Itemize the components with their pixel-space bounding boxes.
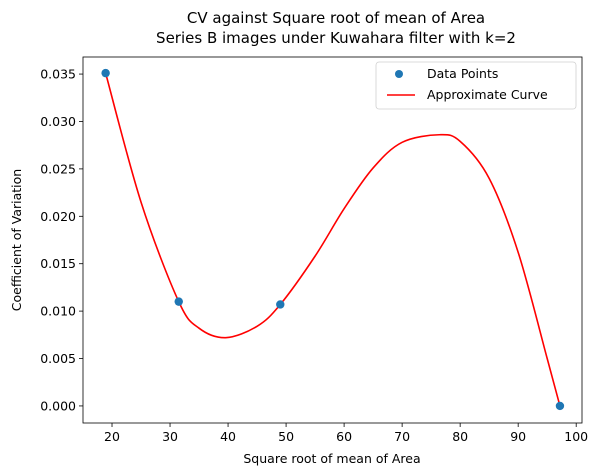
data-point — [174, 297, 183, 306]
plot-frame — [82, 56, 583, 424]
y-tick-label: 0.035 — [40, 67, 76, 82]
y-axis-ticks: 0.000 0.005 0.010 0.015 0.020 0.025 0.030 0.035 — [40, 67, 83, 413]
legend-box — [375, 61, 577, 110]
data-point — [276, 300, 285, 309]
x-axis-ticks: 20 30 40 50 60 70 80 90 100 — [104, 423, 588, 444]
y-axis-label: Coefficient of Variation — [9, 169, 24, 311]
x-tick-label: 100 — [564, 429, 588, 444]
legend: Data Points Approximate Curve — [375, 61, 577, 110]
x-tick-label: 70 — [394, 429, 410, 444]
x-tick-label: 90 — [510, 429, 526, 444]
y-tick-label: 0.005 — [40, 351, 76, 366]
x-tick-label: 20 — [104, 429, 120, 444]
y-tick-label: 0.025 — [40, 161, 76, 176]
y-tick-label: 0.000 — [40, 398, 76, 413]
legend-marker-data-points — [395, 70, 403, 78]
x-tick-label: 50 — [278, 429, 294, 444]
plot-area — [101, 68, 565, 411]
x-axis-label: Square root of mean of Area — [243, 451, 420, 466]
legend-label-approximate-curve: Approximate Curve — [427, 87, 548, 102]
x-tick-label: 60 — [336, 429, 352, 444]
y-tick-label: 0.015 — [40, 256, 76, 271]
x-tick-label: 30 — [162, 429, 178, 444]
legend-label-data-points: Data Points — [427, 66, 498, 81]
y-tick-label: 0.030 — [40, 114, 76, 129]
x-tick-label: 40 — [220, 429, 236, 444]
y-tick-label: 0.010 — [40, 304, 76, 319]
data-point — [101, 68, 110, 78]
x-tick-label: 80 — [452, 429, 468, 444]
chart-title-line-1: CV against Square root of mean of Area — [187, 9, 485, 27]
chart-title-line-2: Series B images under Kuwahara filter wi… — [156, 29, 516, 47]
approximate-curve-line — [104, 72, 561, 407]
data-point — [555, 401, 565, 411]
y-tick-label: 0.020 — [40, 209, 76, 224]
